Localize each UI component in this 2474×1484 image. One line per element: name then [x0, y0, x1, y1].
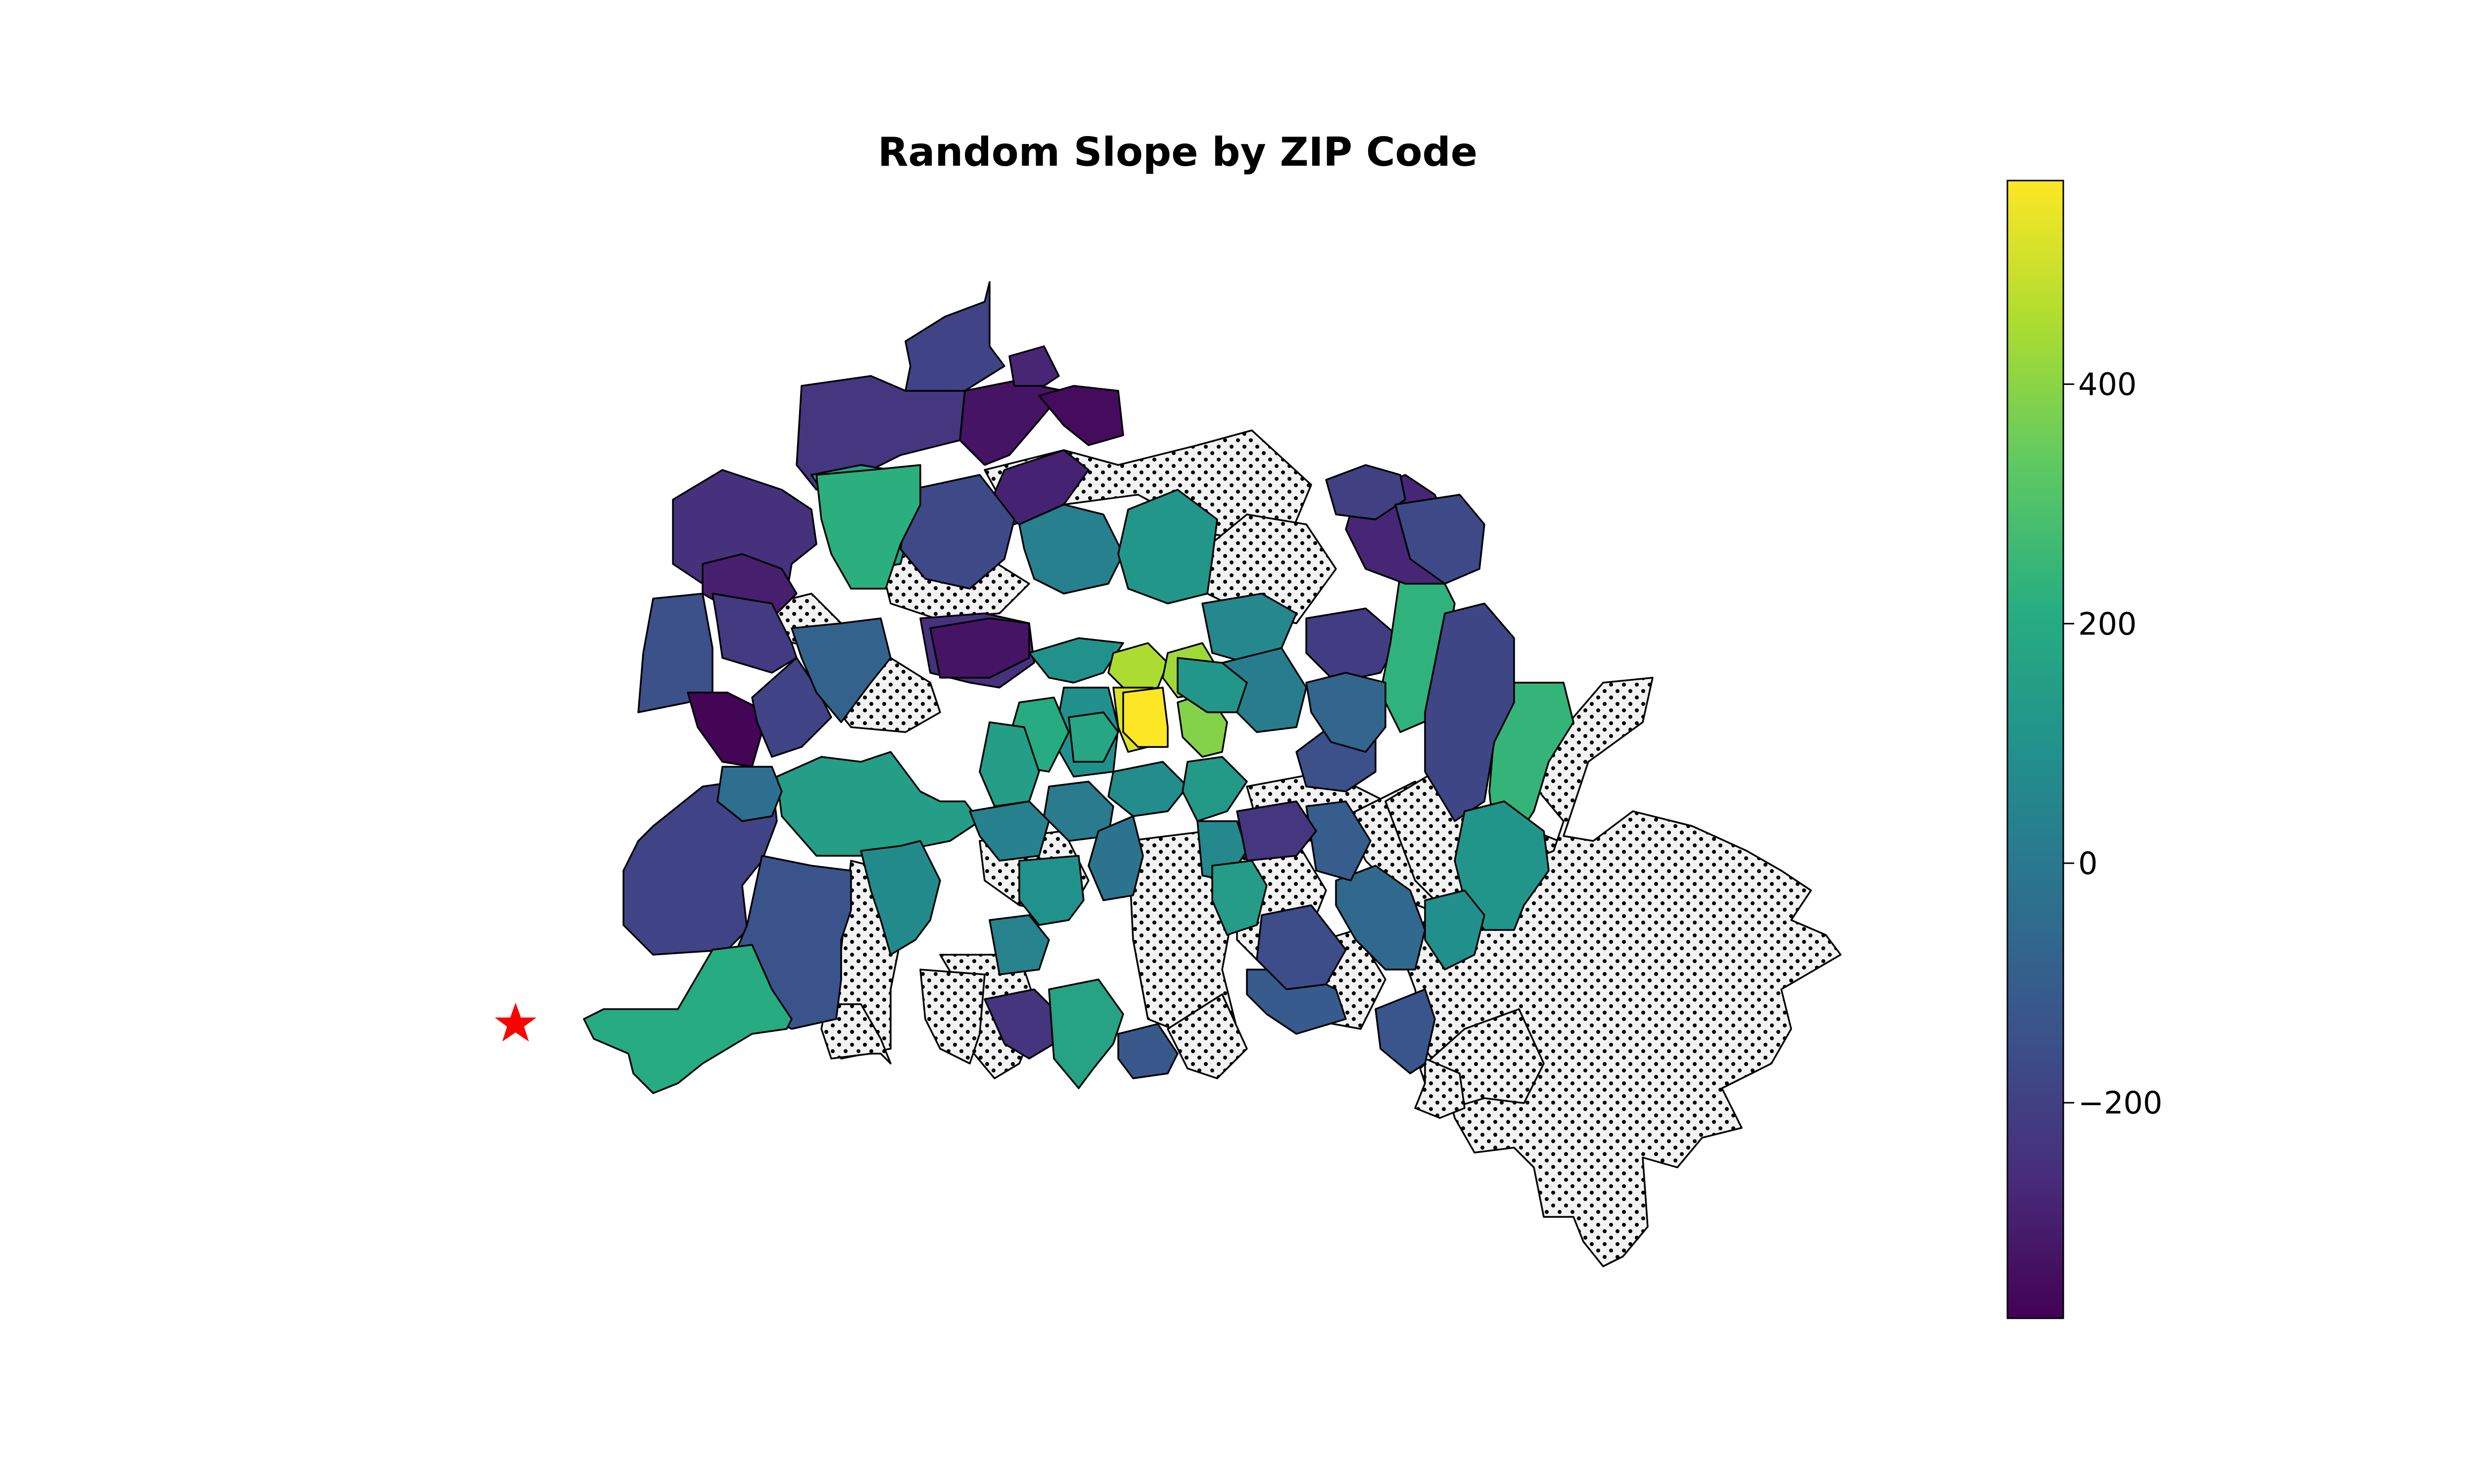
valued-regions	[583, 281, 1574, 1094]
zip-region	[1394, 494, 1485, 585]
no-data-region	[919, 969, 986, 1065]
zip-region	[1088, 815, 1144, 901]
zip-region	[1236, 800, 1317, 862]
zip-region	[1256, 904, 1347, 990]
zip-region	[1305, 672, 1386, 753]
zip-region	[989, 914, 1050, 975]
zip-region	[1424, 603, 1515, 822]
colorbar-tick: −200	[2063, 1085, 2162, 1121]
zip-region	[969, 800, 1050, 862]
zip-region	[1325, 464, 1406, 520]
no-data-region	[1167, 993, 1248, 1079]
colorbar-tick-label: 400	[2078, 367, 2137, 403]
zip-region	[1424, 889, 1485, 971]
zip-region	[904, 281, 1005, 392]
no-data-region	[1191, 513, 1337, 624]
zip-region	[1182, 756, 1248, 822]
zip-region	[796, 375, 966, 491]
zip-region	[776, 751, 981, 857]
zip-region	[583, 944, 793, 1094]
zip-region	[1305, 800, 1372, 881]
colorbar-tick-label: 200	[2078, 606, 2137, 642]
colorbar-tick: 200	[2063, 606, 2137, 642]
zip-region	[1107, 761, 1189, 817]
zip-region	[815, 464, 921, 590]
zip-region	[687, 692, 763, 768]
zip-region	[1117, 1023, 1179, 1079]
colorbar-tick: 0	[2063, 845, 2097, 881]
zip-region	[1068, 711, 1119, 763]
colorbar: 400 200 0 −200	[2006, 180, 2162, 1319]
zip-region	[1028, 637, 1124, 684]
zip-region	[1122, 687, 1169, 748]
zip-region	[1008, 345, 1060, 387]
zip-region	[929, 617, 1030, 679]
zip-region	[712, 593, 798, 674]
zip-region	[716, 766, 783, 822]
colorbar-ticks: 400 200 0 −200	[2063, 367, 2162, 1121]
colorbar-tick-label: 0	[2078, 845, 2097, 881]
zip-region	[1117, 489, 1218, 604]
zip-region	[1305, 607, 1401, 684]
zip-region	[1335, 865, 1426, 971]
colorbar-tick-label: −200	[2078, 1085, 2162, 1121]
colorbar-tick: 400	[2063, 367, 2137, 403]
zip-region	[1375, 988, 1436, 1074]
zip-region	[1048, 978, 1124, 1089]
no-data-region	[820, 1003, 892, 1065]
zip-region	[1177, 657, 1248, 713]
zip-region	[900, 474, 1015, 590]
no-data-region	[1414, 1058, 1466, 1119]
zip-region	[1038, 385, 1124, 446]
zip-region	[1454, 800, 1550, 931]
chart-title: Random Slope by ZIP Code	[878, 129, 1477, 175]
marker-star-icon	[494, 1003, 537, 1042]
zip-region	[1018, 504, 1124, 595]
colorbar-gradient	[2006, 180, 2064, 1319]
zip-region	[860, 840, 941, 956]
zip-region	[1018, 855, 1085, 926]
zip-region	[791, 617, 892, 723]
zip-map	[494, 281, 1842, 1267]
